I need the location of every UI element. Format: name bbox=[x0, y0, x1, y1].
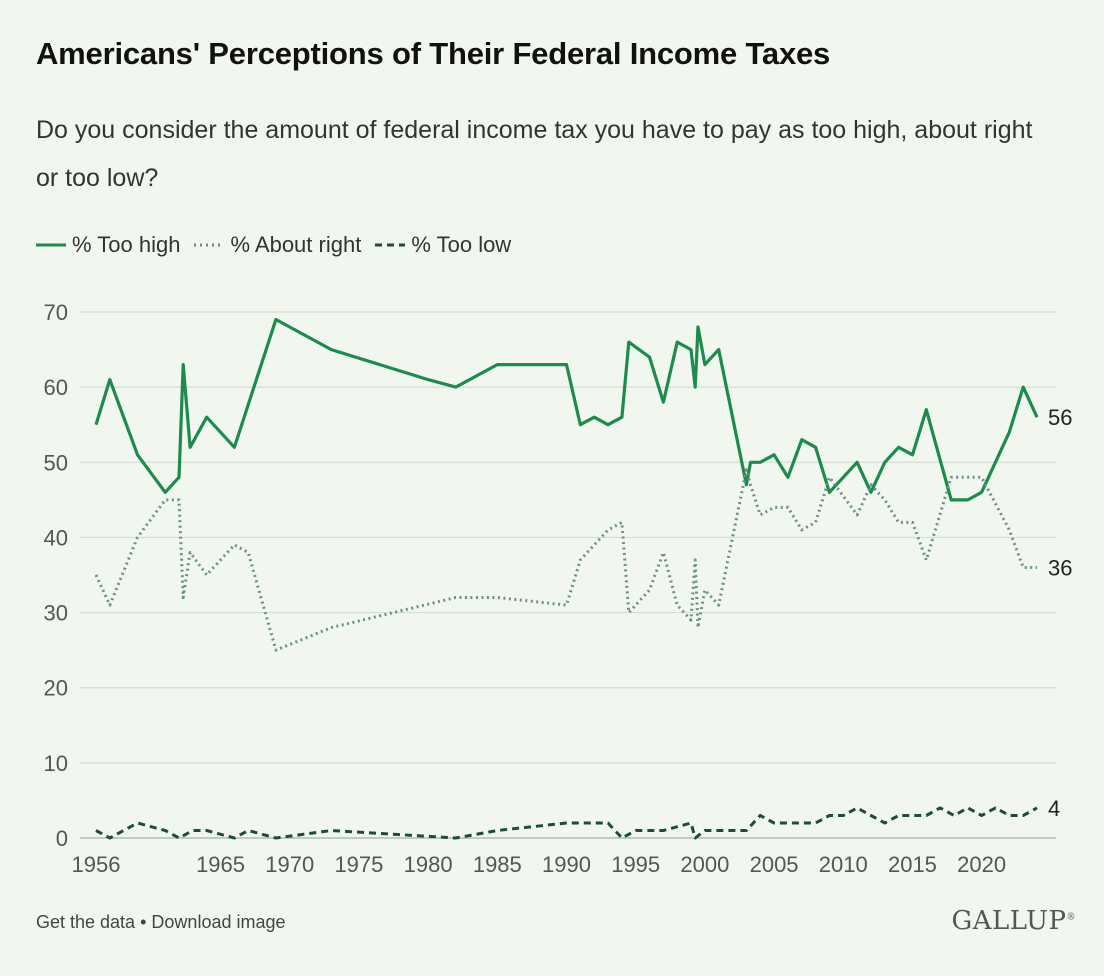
x-tick-label: 2005 bbox=[750, 852, 799, 877]
legend-item-about-right[interactable]: % About right bbox=[194, 232, 361, 258]
x-tick-label: 1965 bbox=[196, 852, 245, 877]
legend-label-too-low: % Too low bbox=[411, 232, 512, 257]
x-tick-label: 1990 bbox=[542, 852, 591, 877]
legend-label-too-high: % Too high bbox=[72, 232, 181, 257]
series-line-solid bbox=[94, 317, 1039, 502]
legend-item-too-low[interactable]: % Too low bbox=[375, 232, 511, 258]
x-tick-label: 2010 bbox=[819, 852, 868, 877]
get-data-link[interactable]: Get the data bbox=[36, 912, 136, 932]
end-label: 36 bbox=[1048, 555, 1072, 580]
x-tick-label: 1985 bbox=[473, 852, 522, 877]
solid-line-swatch-icon bbox=[36, 243, 66, 247]
series-lines bbox=[94, 317, 1039, 840]
y-tick-label: 40 bbox=[44, 525, 68, 550]
chart-subtitle: Do you consider the amount of federal in… bbox=[36, 116, 1033, 192]
y-tick-label: 50 bbox=[44, 450, 68, 475]
legend-item-too-high[interactable]: % Too high bbox=[36, 232, 180, 258]
y-axis-ticks: 0 10 20 30 40 50 60 70 bbox=[44, 300, 68, 851]
gallup-logo: GALLUP® bbox=[951, 906, 1076, 936]
legend-label-about-right: % About right bbox=[230, 232, 362, 257]
footer-links: Get the data • Download image bbox=[36, 912, 286, 933]
x-tick-label: 1975 bbox=[334, 852, 383, 877]
gallup-logo-text: GALLUP bbox=[951, 906, 1067, 936]
end-label: 4 bbox=[1048, 796, 1060, 821]
x-tick-label: 1970 bbox=[265, 852, 314, 877]
y-tick-label: 0 bbox=[56, 826, 68, 851]
footer-separator: • bbox=[140, 912, 147, 932]
series-line-dashed bbox=[95, 806, 1038, 840]
x-tick-label: 1995 bbox=[611, 852, 660, 877]
dotted-line-swatch-icon bbox=[194, 243, 225, 247]
y-tick-label: 10 bbox=[44, 751, 68, 776]
line-chart: 0 10 20 30 40 50 60 70 1956 1965 1970 1975 1980 1985… bbox=[44, 300, 1073, 877]
series-line-dotted bbox=[94, 468, 1037, 652]
download-image-link[interactable]: Download image bbox=[151, 912, 286, 932]
dashed-line-swatch-icon bbox=[375, 243, 406, 247]
end-label: 56 bbox=[1048, 405, 1072, 430]
legend: % Too high % About right % Too low bbox=[36, 232, 525, 258]
y-tick-label: 70 bbox=[44, 300, 68, 325]
x-tick-label: 2015 bbox=[888, 852, 937, 877]
x-tick-label: 1956 bbox=[72, 852, 121, 877]
gridlines bbox=[80, 311, 1056, 839]
x-tick-label: 2000 bbox=[680, 852, 729, 877]
x-axis-ticks: 1956 1965 1970 1975 1980 1985 1990 1995 2000 2005… bbox=[72, 852, 1007, 877]
chart-title: Americans' Perceptions of Their Federal … bbox=[36, 36, 831, 71]
y-tick-label: 20 bbox=[44, 676, 68, 701]
x-tick-label: 2020 bbox=[957, 852, 1006, 877]
end-labels: 56 36 4 bbox=[1048, 405, 1072, 821]
y-tick-label: 30 bbox=[44, 601, 68, 626]
x-tick-label: 1980 bbox=[404, 852, 453, 877]
y-tick-label: 60 bbox=[44, 375, 68, 400]
